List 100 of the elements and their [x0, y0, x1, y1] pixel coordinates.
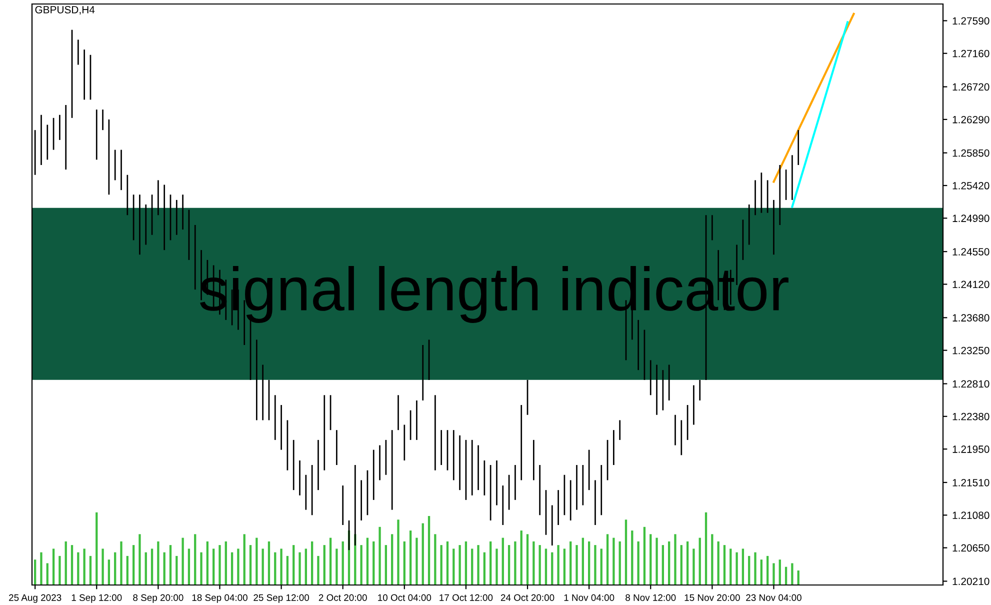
y-tick-label: 1.24990: [952, 214, 990, 222]
bar: [624, 520, 628, 585]
bar: [40, 552, 42, 585]
bar: [496, 548, 498, 585]
bar: [650, 534, 652, 585]
candlestick: [292, 440, 294, 490]
candlestick: [422, 345, 424, 400]
bar: [612, 538, 615, 585]
x-tick-label: 25 Aug 2023: [9, 594, 62, 603]
bar: [422, 523, 424, 585]
candlestick: [471, 440, 473, 496]
bar: [508, 545, 510, 585]
x-tick-label: 17 Oct 12:00: [440, 594, 493, 601]
bar: [778, 560, 781, 585]
candlestick: [490, 465, 492, 520]
candlestick: [570, 480, 572, 520]
y-tick-label: 1.27160: [952, 50, 990, 58]
y-tick-label: 1.27590: [952, 17, 990, 25]
y-tick-label: 1.22810: [952, 380, 990, 388]
x-tick-label: 15 Nov 20:00: [684, 594, 740, 601]
bar: [58, 556, 61, 585]
bar: [323, 545, 326, 585]
bar: [576, 545, 578, 585]
candlestick: [262, 364, 264, 420]
bar: [637, 541, 640, 585]
bar: [606, 534, 609, 585]
bar: [662, 545, 664, 585]
candlestick: [699, 380, 701, 400]
chart-title: GBPUSD,H4: [35, 6, 95, 15]
candlestick: [551, 505, 553, 546]
bar: [526, 534, 529, 585]
bar: [292, 545, 295, 585]
bar: [249, 545, 252, 585]
y-tick-label: 1.23680: [952, 314, 990, 322]
x-tick-label: 24 Oct 20:00: [500, 594, 554, 601]
candlestick: [798, 130, 800, 166]
bar: [366, 538, 369, 585]
bar: [471, 548, 474, 585]
bar: [256, 538, 258, 585]
y-tick-label: 1.22380: [952, 412, 990, 420]
x-tick-label: 2 Oct 20:00: [318, 594, 367, 601]
y-tick-label: 1.24550: [952, 248, 990, 256]
candlestick: [404, 424, 406, 460]
y-tick-label: 1.26290: [952, 116, 990, 124]
bar: [144, 552, 147, 585]
bar: [477, 545, 480, 585]
candlestick: [372, 450, 374, 500]
bar: [304, 548, 307, 585]
bar: [224, 541, 227, 585]
bar: [336, 548, 338, 585]
bar: [686, 541, 689, 585]
candlestick: [114, 150, 116, 180]
bar: [656, 538, 658, 585]
bar: [280, 548, 282, 585]
bar: [89, 556, 92, 585]
bar: [384, 545, 388, 585]
bar: [532, 541, 535, 585]
bar: [416, 538, 418, 585]
candlestick: [711, 215, 713, 240]
candlestick: [34, 130, 36, 175]
bar: [194, 534, 196, 585]
bar: [742, 548, 744, 585]
candlestick: [760, 172, 762, 213]
bar: [717, 541, 720, 585]
bar: [317, 556, 320, 585]
bar: [391, 534, 394, 585]
line-series: [772, 12, 855, 183]
x-tick-label: 1 Sep 12:00: [72, 594, 122, 603]
bar: [736, 552, 738, 585]
bar: [754, 552, 756, 585]
candlestick: [502, 486, 504, 525]
bar: [797, 570, 800, 585]
bar: [563, 548, 566, 585]
y-tick-label: 1.25850: [952, 149, 990, 157]
candlestick: [96, 110, 98, 160]
bar: [446, 541, 449, 585]
bar: [372, 541, 375, 585]
candlestick: [484, 460, 486, 496]
candlestick: [305, 474, 307, 510]
bar: [342, 541, 344, 585]
candlestick: [582, 465, 584, 506]
bar: [483, 552, 486, 585]
candlestick: [650, 360, 652, 396]
bar: [570, 541, 572, 585]
candlestick: [391, 430, 393, 510]
bar: [766, 556, 769, 585]
bar: [403, 541, 406, 585]
bar: [452, 548, 455, 585]
bar: [150, 548, 154, 585]
candlestick: [194, 225, 196, 290]
bar: [704, 512, 708, 585]
bar: [520, 530, 522, 585]
x-tick-label: 23 Nov 04:00: [746, 594, 802, 601]
bar: [274, 552, 276, 585]
bar: [218, 545, 221, 585]
bar: [360, 545, 362, 585]
bar: [126, 556, 128, 585]
y-tick-label: 1.26720: [952, 83, 990, 91]
candlestick: [176, 200, 178, 235]
bar: [674, 534, 676, 585]
